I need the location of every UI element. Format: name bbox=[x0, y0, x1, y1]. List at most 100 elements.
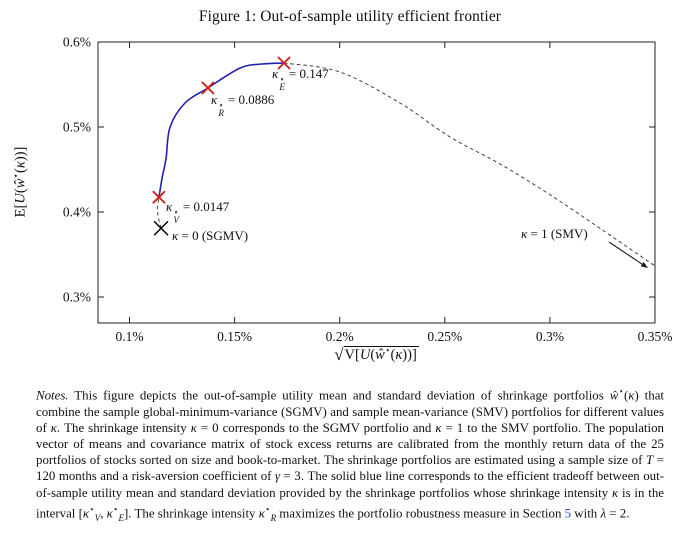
text-segment: ( bbox=[370, 347, 376, 363]
series-ke-to-smv-dashed bbox=[283, 62, 656, 267]
text-segment: V bbox=[94, 512, 101, 523]
x-tick-label: 0.35% bbox=[638, 329, 673, 344]
text-segment: ( bbox=[623, 388, 629, 403]
text-segment: ŵ bbox=[609, 388, 619, 403]
text-segment: ( bbox=[390, 347, 396, 363]
text-segment: γ bbox=[274, 469, 281, 484]
kappa-v-marker bbox=[152, 190, 166, 204]
text-segment: ( bbox=[12, 168, 29, 173]
star-superscript: ⋆ bbox=[218, 100, 224, 110]
text-segment: This figure depicts the out-of-sample ut… bbox=[68, 388, 610, 403]
annotation-smv: κ = 1 (SMV) bbox=[521, 226, 588, 242]
text-segment: κ bbox=[82, 506, 90, 521]
sqrt-radical-icon: √ bbox=[334, 345, 344, 364]
text-segment: R bbox=[270, 512, 277, 523]
text-segment: V[ bbox=[344, 347, 360, 363]
annotation-kappa-v: κ ⋆ V = 0.0147 bbox=[166, 199, 229, 224]
text-segment: κ bbox=[435, 420, 442, 435]
series-efficient-frontier-solid bbox=[158, 62, 285, 198]
kappa-r-marker bbox=[201, 81, 215, 95]
text-segment: = 2. bbox=[606, 506, 630, 521]
frontier-plot: 0.1% 0.15% 0.2% 0.25% 0.3% 0.35% 0.3% 0.4% 0.5% 0… bbox=[63, 35, 673, 344]
text-segment: κ bbox=[12, 161, 29, 169]
e-subscript: E bbox=[279, 81, 285, 92]
text-segment: ))] bbox=[402, 347, 417, 363]
text-segment: is in the interval [ bbox=[36, 485, 665, 521]
curves-layer bbox=[157, 62, 656, 267]
x-axis-label-body: V[U(ŵ⋆(κ))] bbox=[343, 345, 419, 363]
text-segment: κ bbox=[521, 226, 528, 241]
smv-arrow bbox=[608, 241, 648, 268]
text-segment: ⋆ bbox=[618, 386, 624, 396]
text-segment: κ bbox=[395, 347, 403, 363]
text-segment: E[ bbox=[12, 203, 29, 218]
star-superscript: ⋆ bbox=[279, 74, 285, 84]
kappa-e-marker bbox=[277, 56, 291, 70]
kappa-symbol: κ bbox=[211, 92, 218, 107]
x-axis-label: √V[U(ŵ⋆(κ))] bbox=[98, 345, 655, 365]
text-segment: κ bbox=[628, 388, 635, 403]
text-segment: = 120 months and a risk-aversion coeffic… bbox=[36, 453, 664, 484]
text-segment: U bbox=[12, 193, 29, 204]
text-segment: κ bbox=[50, 420, 57, 435]
text-segment: ]. The shrinkage intensity bbox=[124, 506, 259, 521]
y-tick-label: 0.4% bbox=[63, 205, 91, 220]
text-segment: ŵ bbox=[12, 178, 29, 189]
sgmv-marker bbox=[153, 220, 169, 236]
text-segment: ) bbox=[634, 388, 639, 403]
figure-title: Figure 1: Out-of-sample utility efficien… bbox=[198, 8, 502, 25]
text-segment: ⋆ bbox=[264, 503, 271, 514]
v-subscript: V bbox=[173, 214, 179, 225]
text-segment: . The shrinkage intensity bbox=[56, 420, 191, 435]
text-segment: = 3. The solid blue line corresponds to … bbox=[36, 469, 664, 500]
text-segment: ( bbox=[12, 188, 29, 194]
tick-labels-layer: 0.1% 0.15% 0.2% 0.25% 0.3% 0.35% 0.3% 0.4% 0.5% 0… bbox=[63, 35, 673, 344]
x-tick-label: 0.3% bbox=[536, 329, 564, 344]
text-segment: κ bbox=[258, 506, 265, 521]
kappa-v-value: = 0.0147 bbox=[182, 199, 230, 214]
y-tick-label: 0.6% bbox=[63, 35, 91, 50]
plot-border bbox=[97, 41, 656, 324]
kappa-v-supsub: ⋆ V bbox=[173, 207, 179, 225]
kappa-e-supsub: ⋆ E bbox=[279, 74, 285, 92]
text-segment: T bbox=[645, 453, 654, 468]
x-tick-label: 0.2% bbox=[326, 329, 354, 344]
section-5-link[interactable]: 5 bbox=[564, 506, 572, 521]
text-segment: ⋆ bbox=[89, 503, 95, 514]
figure-notes: Notes. This figure depicts the out-of-sa… bbox=[36, 383, 664, 526]
x-tick-label: 0.15% bbox=[217, 329, 252, 344]
annotation-kappa-e: κ ⋆ E = 0.147 bbox=[272, 66, 329, 91]
y-tick-label: 0.5% bbox=[63, 120, 91, 135]
markers-layer bbox=[152, 56, 291, 236]
star-superscript: ⋆ bbox=[173, 207, 179, 217]
text-segment: E bbox=[118, 512, 125, 523]
text-segment: κ bbox=[190, 420, 197, 435]
series-sgmv-to-kv-dashed bbox=[157, 197, 162, 229]
axes-layer bbox=[97, 41, 656, 324]
text-segment: , bbox=[100, 506, 107, 521]
text-segment: = 0 corresponds to the SGMV portfolio an… bbox=[196, 420, 436, 435]
text-segment: ⋆ bbox=[10, 172, 21, 179]
annotation-sgmv: κ = 0 (SGMV) bbox=[172, 228, 248, 244]
text-segment: = 0 (SGMV) bbox=[178, 228, 249, 243]
text-segment: ŵ bbox=[375, 347, 385, 363]
smv-arrow-line bbox=[608, 241, 643, 265]
y-axis-label: E[U(ŵ⋆(κ))] bbox=[11, 147, 30, 218]
text-segment: maximizes the portfolio robustness measu… bbox=[276, 506, 565, 521]
annotation-kappa-r: κ ⋆ R = 0.0886 bbox=[211, 92, 274, 117]
y-tick-label: 0.3% bbox=[63, 290, 91, 305]
text-segment: κ bbox=[172, 228, 179, 243]
kappa-e-value: = 0.147 bbox=[288, 66, 329, 81]
kappa-symbol: κ bbox=[272, 66, 279, 81]
r-subscript: R bbox=[218, 107, 224, 118]
text-segment: ⋆ bbox=[384, 345, 391, 356]
text-segment: with bbox=[571, 506, 601, 521]
text-segment: Notes. bbox=[36, 388, 69, 403]
text-segment: that combine the sample global-minimum-v… bbox=[36, 388, 665, 435]
text-segment: κ bbox=[106, 506, 113, 521]
smv-arrowhead-icon bbox=[640, 261, 648, 268]
text-segment: κ bbox=[612, 485, 619, 500]
text-segment: U bbox=[359, 347, 371, 363]
text-segment: = 1 to the SMV portfolio. The population… bbox=[36, 420, 664, 468]
